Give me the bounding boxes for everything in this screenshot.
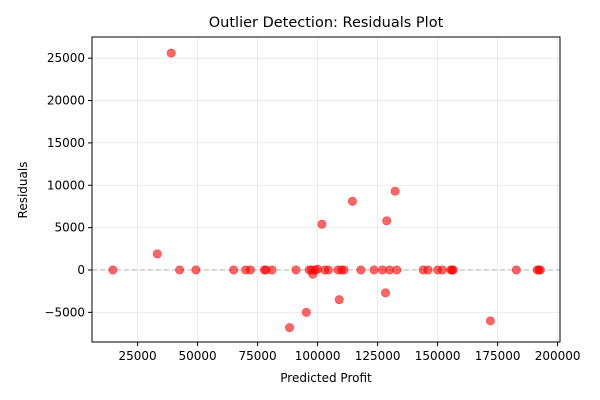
x-axis-ticks: 25000 50000 75000 100000 125000 150000 175000 2… xyxy=(119,342,581,363)
data-point xyxy=(229,265,239,275)
data-point xyxy=(485,316,495,326)
data-point xyxy=(423,265,433,275)
x-tick-label: 75000 xyxy=(239,349,277,363)
data-point xyxy=(267,265,277,275)
x-tick-label: 50000 xyxy=(179,349,217,363)
data-point xyxy=(390,186,400,196)
data-point xyxy=(356,265,366,275)
grid-lines xyxy=(92,37,560,342)
data-point xyxy=(381,288,391,298)
data-point xyxy=(323,265,333,275)
data-point xyxy=(334,295,344,305)
data-point xyxy=(285,323,295,333)
y-axis-label: Residuals xyxy=(16,162,30,219)
data-point xyxy=(166,48,176,58)
x-tick-label: 100000 xyxy=(295,349,341,363)
data-point xyxy=(511,265,521,275)
x-tick-label: 200000 xyxy=(535,349,581,363)
x-tick-label: 175000 xyxy=(475,349,521,363)
data-point xyxy=(339,265,349,275)
x-axis-label: Predicted Profit xyxy=(280,371,372,385)
chart-title: Outlier Detection: Residuals Plot xyxy=(209,15,444,31)
data-point xyxy=(301,307,311,317)
data-point xyxy=(382,216,392,226)
data-point xyxy=(535,265,545,275)
x-tick-label: 25000 xyxy=(119,349,157,363)
y-tick-label: 0 xyxy=(77,263,85,277)
x-tick-label: 150000 xyxy=(415,349,461,363)
data-point xyxy=(369,265,379,275)
y-axis-ticks: −5000 0 5000 10000 15000 20000 25000 xyxy=(44,51,92,319)
data-point xyxy=(175,265,185,275)
y-tick-label: 10000 xyxy=(47,178,85,192)
y-tick-label: −5000 xyxy=(44,305,85,319)
data-point xyxy=(392,265,402,275)
data-point xyxy=(317,219,327,229)
y-tick-label: 25000 xyxy=(47,51,85,65)
x-tick-label: 125000 xyxy=(355,349,401,363)
data-point xyxy=(347,196,357,206)
data-point xyxy=(191,265,201,275)
y-tick-label: 20000 xyxy=(47,94,85,108)
data-point xyxy=(437,265,447,275)
data-point xyxy=(291,265,301,275)
data-point xyxy=(152,249,162,259)
plot-frame xyxy=(91,36,561,343)
y-tick-label: 15000 xyxy=(47,136,85,150)
data-point xyxy=(448,265,458,275)
data-points xyxy=(108,48,545,333)
data-point xyxy=(245,265,255,275)
y-tick-label: 5000 xyxy=(54,221,85,235)
data-point xyxy=(108,265,118,275)
